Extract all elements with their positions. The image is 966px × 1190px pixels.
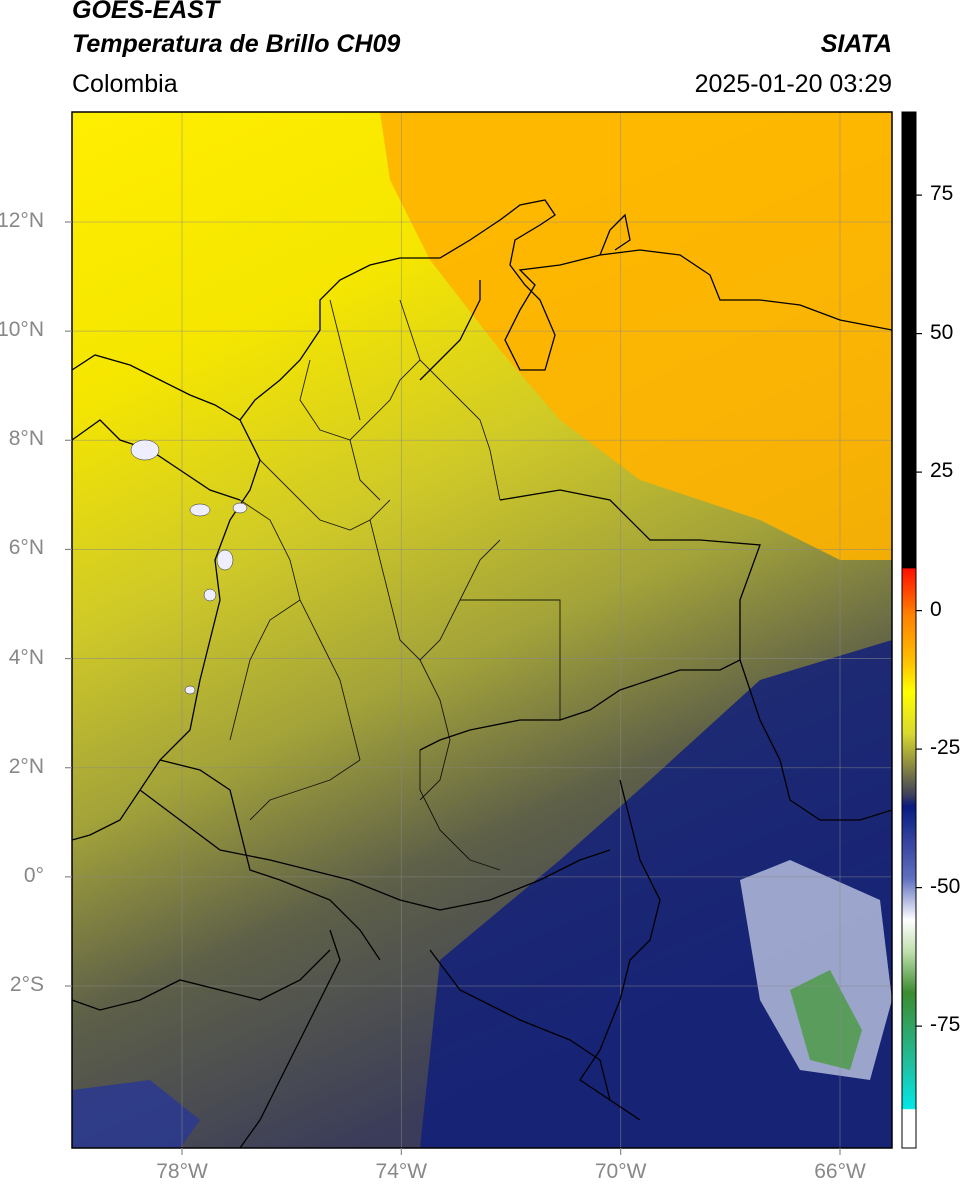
lat-label: 2°S (9, 973, 44, 996)
lat-label: 12°N (0, 209, 44, 232)
lat-label: 2°N (8, 754, 44, 778)
southwest-cloud-region (72, 1080, 200, 1148)
ecuador-peru-border (139, 789, 611, 911)
colorbar-label: -50 (930, 874, 961, 898)
lat-label: 8°N (8, 427, 44, 451)
colorbar-label: -25 (930, 736, 961, 760)
lat-ticks (65, 221, 72, 987)
cold-core-region (790, 970, 862, 1070)
brazil-border-south (579, 779, 661, 1121)
pacific-coastline (72, 419, 261, 841)
border-segment-1 (419, 280, 481, 381)
colorbar-label: 75 (930, 182, 954, 206)
colorbar (901, 111, 917, 1149)
guajira-peninsula (599, 213, 631, 256)
colorbar-label: 50 (930, 320, 954, 344)
coastlines-and-borders (72, 199, 892, 1148)
convective-cells (130, 439, 248, 695)
lon-label: 66°W (814, 1160, 866, 1183)
warm-region (380, 112, 892, 560)
peru-coastline (72, 949, 331, 1011)
lat-label: 10°N (0, 318, 44, 342)
gridlines (72, 112, 892, 1148)
amazon-border (429, 949, 611, 1101)
colorbar-label: 25 (930, 459, 954, 483)
department-borders (229, 299, 561, 871)
venezuela-border (419, 489, 761, 751)
lon-label: 78°W (156, 1160, 208, 1183)
colorbar-label: -75 (930, 1013, 961, 1037)
brazil-border-east (739, 659, 892, 821)
lon-label: 70°W (594, 1160, 647, 1183)
colorbar-label: 0 (930, 597, 942, 621)
title-product: Temperatura de Brillo CH09 (72, 30, 401, 58)
lat-label: 4°N (8, 645, 44, 669)
lat-label: 0° (23, 863, 44, 887)
datetime-label: 2025-01-20 03:29 (694, 70, 892, 98)
caribbean-coastline (72, 199, 892, 421)
title-satellite: GOES-EAST (72, 0, 220, 24)
peru-inner-border (239, 929, 341, 1148)
colorbar-ticks (916, 194, 922, 1027)
lon-ticks (181, 1148, 841, 1155)
ecuador-border (159, 759, 381, 961)
lat-label: 6°N (8, 536, 44, 560)
map-frame (71, 111, 893, 1149)
organization-label: SIATA (820, 30, 892, 58)
lon-label: 74°W (375, 1160, 428, 1183)
region-label: Colombia (72, 70, 178, 98)
map-area (72, 112, 892, 1148)
